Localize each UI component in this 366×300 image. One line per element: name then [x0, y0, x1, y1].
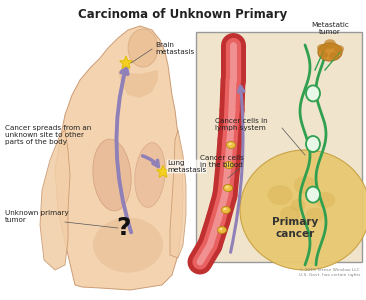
Text: Cancer cells in
lymph system: Cancer cells in lymph system: [215, 118, 268, 131]
FancyArrowPatch shape: [231, 86, 244, 252]
Ellipse shape: [315, 192, 335, 208]
Ellipse shape: [227, 142, 235, 148]
Ellipse shape: [329, 52, 339, 60]
Ellipse shape: [228, 143, 232, 145]
Ellipse shape: [268, 185, 292, 205]
Text: Metastatic
tumor: Metastatic tumor: [311, 22, 349, 35]
Ellipse shape: [224, 161, 234, 169]
Ellipse shape: [306, 136, 320, 152]
Ellipse shape: [318, 43, 342, 61]
Polygon shape: [118, 70, 158, 98]
Ellipse shape: [221, 206, 231, 214]
Ellipse shape: [224, 184, 232, 191]
Ellipse shape: [280, 206, 300, 224]
Polygon shape: [170, 130, 186, 258]
Ellipse shape: [240, 150, 366, 270]
Polygon shape: [55, 26, 183, 290]
Text: Primary
cancer: Primary cancer: [272, 217, 318, 239]
Ellipse shape: [225, 186, 228, 188]
Ellipse shape: [291, 199, 306, 211]
Text: Cancer spreads from an
unknown site to other
parts of the body: Cancer spreads from an unknown site to o…: [5, 125, 91, 145]
Polygon shape: [40, 130, 70, 270]
Ellipse shape: [294, 176, 316, 194]
Ellipse shape: [306, 85, 320, 101]
Ellipse shape: [220, 228, 223, 230]
Ellipse shape: [135, 142, 165, 207]
Ellipse shape: [320, 52, 328, 58]
Polygon shape: [120, 56, 132, 68]
Text: © 2015 Terese Winslow LLC
U.S. Govt. has certain rights: © 2015 Terese Winslow LLC U.S. Govt. has…: [299, 268, 360, 277]
Ellipse shape: [128, 29, 158, 67]
Text: Cancer cells
in the blood: Cancer cells in the blood: [200, 155, 244, 168]
Ellipse shape: [306, 208, 324, 223]
FancyArrowPatch shape: [143, 156, 158, 167]
Bar: [196, 32, 362, 262]
FancyArrowPatch shape: [116, 67, 131, 233]
Ellipse shape: [93, 218, 163, 272]
Text: Lung
metastasis: Lung metastasis: [167, 160, 206, 173]
Text: Carcinoma of Unknown Primary: Carcinoma of Unknown Primary: [78, 8, 288, 21]
Text: ?: ?: [116, 216, 130, 240]
Ellipse shape: [217, 226, 227, 233]
Ellipse shape: [224, 208, 227, 210]
Text: Brain
metastasis: Brain metastasis: [155, 42, 194, 55]
Ellipse shape: [93, 139, 131, 211]
Ellipse shape: [334, 45, 344, 53]
Ellipse shape: [306, 187, 320, 202]
Ellipse shape: [227, 163, 229, 165]
Polygon shape: [157, 166, 169, 177]
Ellipse shape: [324, 39, 336, 49]
Text: Unknown primary
tumor: Unknown primary tumor: [5, 210, 69, 223]
Ellipse shape: [317, 44, 327, 52]
